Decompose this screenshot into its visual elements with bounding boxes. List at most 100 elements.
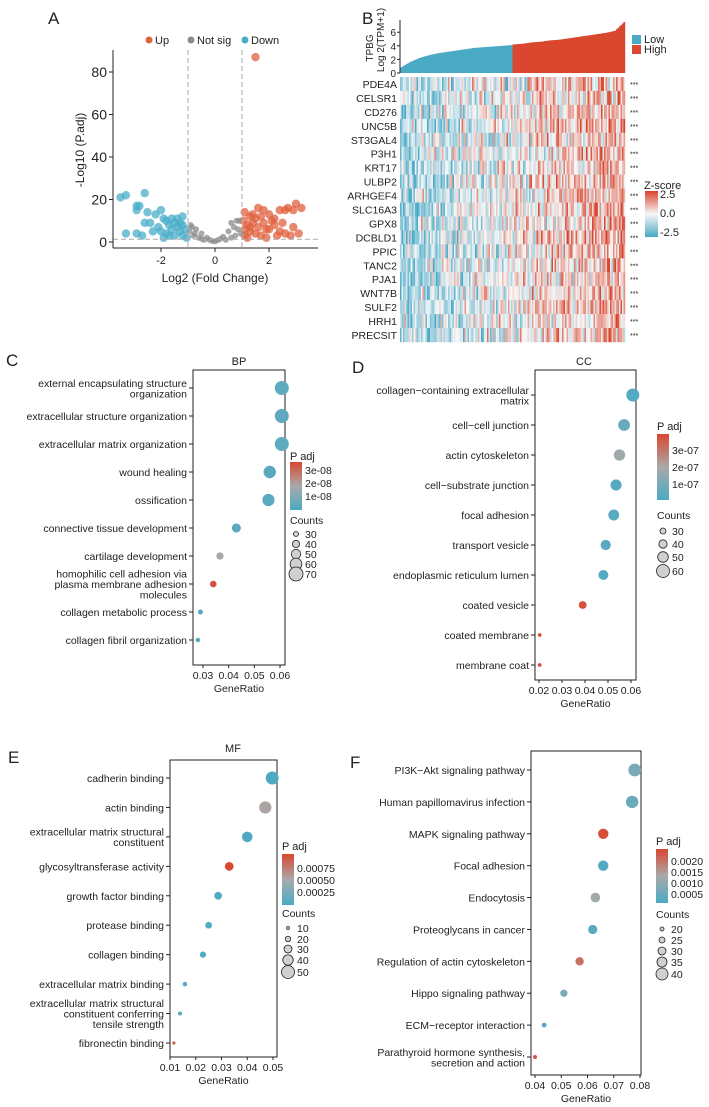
padj-tick-label: 1e-07 [672,479,699,491]
heatmap-cell [466,286,468,301]
heatmap-cell [595,328,597,343]
heatmap-cell [542,77,545,92]
heatmap-cell [518,132,521,147]
heatmap-cell [616,132,618,147]
heatmap-cell [487,258,489,273]
heatmap-cell [580,188,582,203]
heatmap-cell [544,314,546,329]
heatmap-cell [530,216,533,231]
heatmap-cell [611,146,614,161]
heatmap-cell [485,230,488,245]
panel-label-a: A [48,9,60,28]
heatmap-cell [545,258,548,273]
heatmap-cell [470,160,473,175]
heatmap-cell [410,118,413,133]
heatmap-cell [485,146,488,161]
heatmap-cell [476,174,479,189]
heatmap-cell [497,77,500,92]
heatmap-cell [482,202,485,217]
heatmap-cell [607,104,609,120]
heatmap-cell [433,118,435,133]
heatmap-cell [548,90,551,106]
heatmap-cell [458,300,461,315]
heatmap-cell [466,244,468,259]
heatmap-cell [562,160,564,175]
tpbg-bar [433,54,435,73]
tpbg-bar [560,39,563,73]
padj-tick-label: 0.0020 [671,856,703,868]
significance-marker: *** [630,82,638,89]
heatmap-cell [518,314,521,329]
heatmap-cell [433,77,435,92]
heatmap-cell [493,174,495,189]
heatmap-cell [536,104,539,120]
heatmap-cell [571,118,573,133]
heatmap-cell [620,132,623,147]
heatmap-cell [497,258,500,273]
heatmap-cell [619,118,621,133]
heatmap-cell [568,300,570,315]
heatmap-cell [461,230,464,245]
heatmap-cell [452,230,455,245]
heatmap-cell [526,216,528,231]
enrichment-dot [625,795,639,809]
category-label: protease binding [86,920,164,932]
heatmap-cell [511,300,513,315]
heatmap-cell [407,174,410,189]
heatmap-cell [520,188,522,203]
padj-tick-label: 0.00025 [297,887,335,899]
bar-y-tick-label: 2 [390,55,396,66]
heatmap-cell [409,118,411,133]
bar-y-tick-label: 0 [390,69,396,80]
heatmap-cell [577,104,579,120]
heatmap-cell [592,132,594,147]
heatmap-cell [523,300,525,315]
heatmap-cell [434,90,437,106]
heatmap-cell [592,160,594,175]
heatmap-cell [418,314,420,329]
heatmap-cell [614,104,617,120]
heatmap-cell [619,314,621,329]
heatmap-cell [521,328,524,343]
heatmap-cell [587,272,590,287]
heatmap-cell [406,146,408,161]
heatmap-cell [557,160,560,175]
heatmap-cell [428,258,431,273]
heatmap-cell [460,202,462,217]
heatmap-cell [566,104,569,120]
heatmap-cell [607,202,609,217]
heatmap-cell [568,314,570,329]
heatmap-cell [481,300,483,315]
heatmap-cell [562,146,564,161]
heatmap-cell [517,272,519,287]
heatmap-cell [400,174,402,189]
heatmap-cell [554,118,557,133]
heatmap-cell [614,188,617,203]
heatmap-cell [452,132,455,147]
heatmap-cell [407,314,410,329]
heatmap-cell [476,104,479,120]
significance-marker: *** [630,221,638,228]
heatmap-cell [563,90,566,106]
tpbg-bar [469,48,471,73]
heatmap-cell [430,216,432,231]
heatmap-cell [449,188,452,203]
heatmap-cell [424,160,426,175]
heatmap-cell [445,230,447,245]
heatmap-cell [457,300,459,315]
heatmap-cell [508,286,510,301]
heatmap-cell [407,258,410,273]
volcano-point [212,238,218,245]
heatmap-cell [524,216,527,231]
heatmap-cell [421,286,423,301]
heatmap-cell [527,90,530,106]
heatmap-cell [503,230,506,245]
heatmap-cell [577,77,579,92]
tpbg-bar [556,39,558,73]
heatmap-cell [562,188,564,203]
heatmap-cell [526,118,528,133]
heatmap-cell [611,118,614,133]
heatmap-cell [497,188,500,203]
heatmap-cell [551,258,554,273]
tpbg-bar [455,50,458,73]
